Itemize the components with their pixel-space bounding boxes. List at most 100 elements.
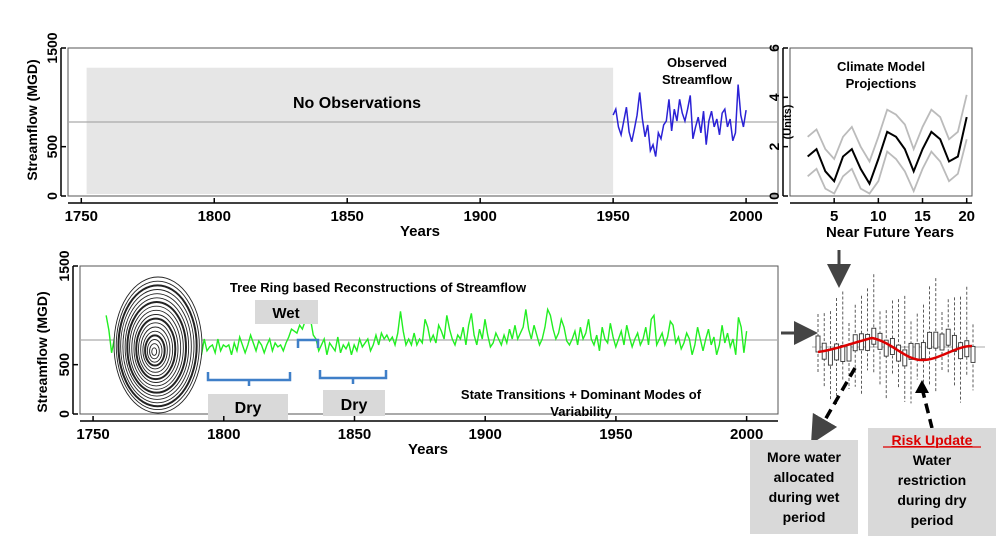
x-tick-label: 10 <box>870 208 887 225</box>
y-tick-label: 4 <box>766 93 782 101</box>
observed-x-axis-label: Years <box>400 223 440 240</box>
wet-label-box <box>255 300 318 324</box>
observed-y-axis: 0 500 1500 <box>44 32 66 200</box>
boxplot-box <box>827 348 833 366</box>
dry-bracket-1 <box>206 372 292 386</box>
tree-ring-line <box>122 293 192 400</box>
reconstruction-panel: Tree Ring based Reconstructions of Strea… <box>34 250 779 458</box>
x-tick-label: 1800 <box>198 208 231 225</box>
x-tick-label: 15 <box>914 208 931 225</box>
climate-series-line <box>807 139 968 195</box>
x-tick-label: 5 <box>830 208 838 225</box>
y-tick-label: 0 <box>56 410 72 418</box>
reconstruction-y-axis: 0 500 1500 <box>56 250 78 418</box>
state-transitions-line1: State Transitions + Dominant Modes of <box>461 387 702 402</box>
x-tick-label: 1950 <box>599 426 632 443</box>
tree-ring-line <box>140 326 171 373</box>
tree-ring-line <box>133 314 179 383</box>
tree-ring-line <box>126 301 188 394</box>
climate-x-axis: 5 10 15 20 <box>790 198 975 225</box>
boxplot-box <box>834 343 840 361</box>
reconstruction-x-axis: 1750 1800 1850 1900 1950 2000 <box>76 416 778 443</box>
boxplot-box <box>883 339 889 357</box>
boxplot-box <box>920 342 926 360</box>
tree-ring-line <box>142 330 168 370</box>
boxplot-box <box>815 335 821 353</box>
climate-series-line <box>807 94 968 164</box>
x-tick-label: 20 <box>958 208 975 225</box>
observed-title-line1: Observed <box>667 55 727 70</box>
boxplot-box <box>933 331 939 349</box>
y-tick-label: 500 <box>56 353 72 377</box>
restriction-line3: during dry <box>897 492 966 508</box>
dry-label-2: Dry <box>341 397 368 414</box>
y-tick-label: 6 <box>766 44 782 52</box>
wet-label: Wet <box>272 305 299 322</box>
tree-ring-line <box>151 347 158 356</box>
x-tick-label: 1900 <box>469 426 502 443</box>
climate-series <box>807 94 968 195</box>
tree-ring-icon <box>113 276 203 414</box>
boxplot-box <box>865 333 871 351</box>
tree-ring-line <box>129 305 184 390</box>
climate-panel: Climate Model Projections 5 10 15 20 0 2 4 6 (… <box>766 44 975 241</box>
observed-title-line2: Streamflow <box>662 72 733 87</box>
x-tick-label: 1750 <box>65 208 98 225</box>
state-transitions-line2: Variability <box>550 404 612 419</box>
risk-curve <box>817 336 973 362</box>
boxplot-box <box>902 349 908 367</box>
no-observations-label: No Observations <box>293 95 421 112</box>
tree-ring-line <box>137 322 174 377</box>
boxplot-box <box>945 328 951 346</box>
reconstruction-x-axis-label: Years <box>408 441 448 458</box>
tree-ring-line <box>131 309 182 387</box>
more-water-line3: during wet <box>769 489 840 505</box>
y-tick-label: 0 <box>766 192 782 200</box>
observed-streamflow-line <box>612 84 747 157</box>
boxplot-box <box>846 344 852 362</box>
dry-label-box-2 <box>323 390 385 416</box>
tree-ring-line <box>120 289 195 404</box>
boxplot-box <box>914 343 920 361</box>
more-water-line4: period <box>783 509 826 525</box>
x-tick-label: 1900 <box>463 208 496 225</box>
y-tick-label: 1500 <box>56 250 72 281</box>
dry-label-box-1 <box>208 394 288 420</box>
x-tick-label: 1800 <box>207 426 240 443</box>
climate-x-axis-label: Near Future Years <box>826 224 954 241</box>
tree-ring-line <box>149 343 160 360</box>
observed-x-axis: 1750 1800 1850 1900 1950 2000 <box>65 198 778 225</box>
restriction-line4: period <box>911 512 954 528</box>
observed-panel: No Observations Observed Streamflow 1750… <box>24 32 779 240</box>
reconstruction-y-axis-label: Streamflow (MGD) <box>34 291 50 412</box>
climate-title-line2: Projections <box>846 76 917 91</box>
climate-y-axis: 0 2 4 6 <box>766 44 788 200</box>
no-observations-region <box>86 67 614 195</box>
more-water-box <box>750 440 858 534</box>
tree-ring-line <box>117 284 198 408</box>
tree-ring-line <box>135 317 177 381</box>
risk-panel: More water allocated during wet period R… <box>750 250 996 536</box>
y-tick-label: 500 <box>44 135 60 159</box>
y-tick-label: 0 <box>44 192 60 200</box>
climate-title-line1: Climate Model <box>837 59 925 74</box>
observed-y-axis-label: Streamflow (MGD) <box>24 59 40 180</box>
y-tick-label: 1500 <box>44 32 60 63</box>
y-tick-label: 2 <box>766 143 782 151</box>
x-tick-label: 2000 <box>729 208 762 225</box>
wet-allocation-arrow-icon <box>810 367 857 445</box>
x-tick-label: 2000 <box>730 426 763 443</box>
tree-ring-line <box>113 276 203 414</box>
boxplot-box <box>871 327 877 345</box>
tree-ring-line <box>115 280 200 411</box>
boxplot-box <box>908 342 914 360</box>
x-tick-label: 1750 <box>76 426 109 443</box>
tree-ring-title: Tree Ring based Reconstructions of Strea… <box>230 280 527 295</box>
tree-ring-line <box>146 339 163 363</box>
wet-bracket <box>296 338 320 348</box>
dry-restriction-arrow-icon <box>920 387 934 429</box>
tree-ring-line <box>144 334 166 367</box>
more-water-line1: More water <box>767 449 841 465</box>
restriction-line1: Water <box>913 452 952 468</box>
